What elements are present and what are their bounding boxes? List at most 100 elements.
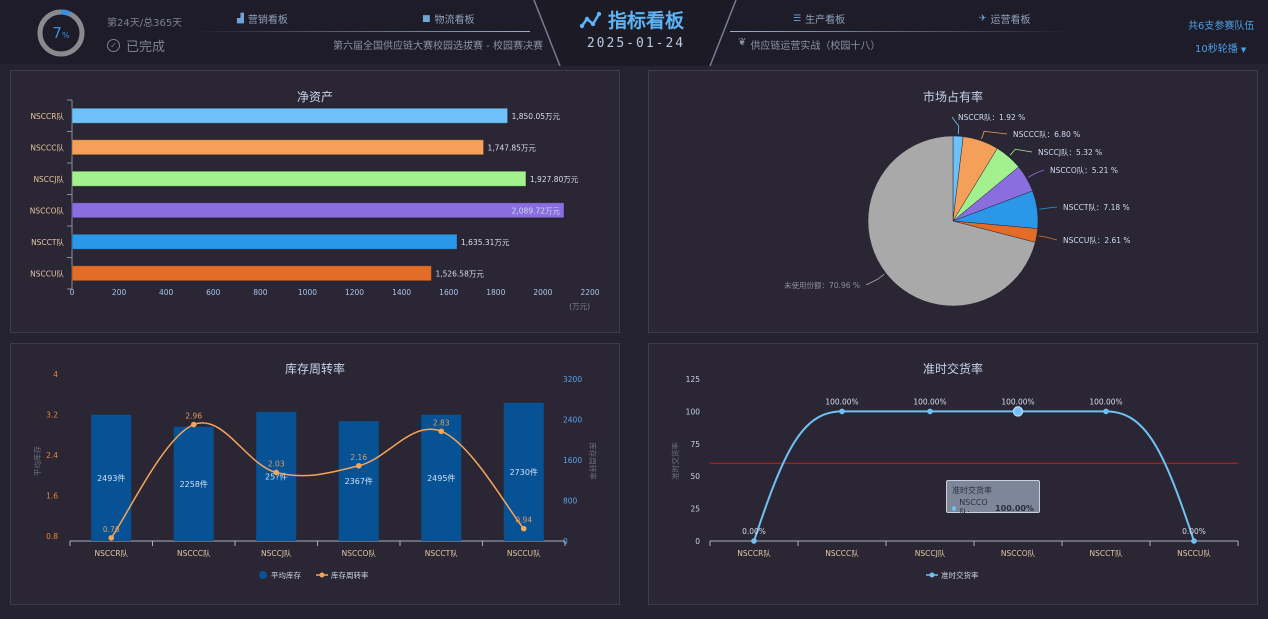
x-tick-label: NSCCU队: [507, 549, 541, 558]
line-point: [520, 525, 527, 532]
left-tick-label: 2.4: [46, 451, 58, 460]
bar-value-label: 2493件: [97, 473, 125, 483]
left-tick-label: 4: [53, 370, 58, 379]
line-point: [1103, 408, 1109, 415]
team-count: 共6支参赛队伍: [1188, 21, 1255, 32]
pie-label-line: [981, 130, 1008, 139]
legend-label: 准时交货率: [941, 570, 979, 580]
bar-value-label: 1,927.80万元: [530, 175, 579, 184]
pie-slice-label: 未使用份额：70.96 %: [784, 280, 860, 290]
x-tick-label: NSCCR队: [737, 549, 771, 558]
nav-logistics-board[interactable]: ■ 物流看板: [422, 11, 475, 27]
y-tick-label: 50: [690, 472, 700, 481]
x-axis-unit: (万元): [569, 302, 590, 311]
line-point: [190, 421, 197, 428]
x-tick-label: NSCCJ队: [261, 549, 292, 558]
bar: [71, 170, 527, 187]
x-tick-label: 2000: [533, 288, 552, 297]
y-tick-label: NSCCR队: [30, 112, 64, 121]
bar: [91, 414, 132, 541]
left-tick-label: 3.2: [46, 411, 58, 420]
chart-title: 市场占有率: [922, 90, 983, 104]
legend-label: 库存周转率: [331, 570, 369, 580]
chart-title: 净资产: [296, 90, 333, 104]
line-point: [355, 462, 362, 469]
x-tick-label: 1800: [486, 288, 505, 297]
bar: [173, 426, 214, 541]
line-value-label: 0.76: [103, 525, 120, 534]
pie-label-line: [1009, 148, 1033, 156]
x-tick-label: 1400: [392, 288, 411, 297]
line-value-label: 2.16: [350, 453, 367, 462]
left-axis-name: 平均库存: [32, 446, 42, 476]
x-tick-label: 1200: [345, 288, 364, 297]
pie-label-line: [1039, 206, 1058, 210]
pie-slice-label: NSCCT队：7.18 %: [1063, 203, 1130, 212]
line-point: [438, 428, 445, 435]
bar-value-label: 1,850.05万元: [512, 112, 561, 121]
line-value-label: 0.94: [515, 516, 532, 525]
pie-slice-label: NSCCO队：5.21 %: [1050, 166, 1118, 175]
y-tick-label: NSCCJ队: [33, 175, 64, 184]
nav-marketing-board[interactable]: ▟ 营销看板: [237, 11, 288, 27]
tooltip-series: NSCCO队:: [959, 498, 988, 517]
pie-label-line: [951, 116, 960, 135]
line-point: [839, 408, 845, 415]
x-tick-label: NSCCC队: [177, 549, 211, 558]
x-tick-label: NSCCT队: [425, 549, 458, 558]
pie-slice-label: NSCCR队：1.92 %: [958, 113, 1025, 122]
leaf-icon: ❦: [738, 37, 747, 48]
caret-down-icon: ▼: [1240, 46, 1247, 54]
x-tick-label: 600: [206, 288, 221, 297]
plane-icon: ✈: [979, 13, 987, 24]
y-tick-label: NSCCT队: [31, 238, 64, 247]
bar: [71, 265, 432, 282]
bar: [421, 414, 462, 541]
x-tick-label: NSCCT队: [1090, 549, 1123, 558]
dashboard-header: 7% 第24天/总365天 ✓ 已完成 ▟ 营销看板 ■ 物流看板 ☰ 生产看板…: [0, 0, 1268, 66]
bar-value-label: 2495件: [427, 473, 455, 483]
line-value-label: 100.00%: [1089, 397, 1122, 406]
line-value-label: 2.03: [268, 459, 285, 468]
y-tick-label: NSCCO队: [30, 206, 65, 215]
nav-operations-board[interactable]: ✈ 运营看板: [979, 11, 1031, 27]
pie-slice-label: NSCCU队：2.61 %: [1063, 236, 1131, 245]
x-tick-label: 200: [112, 288, 127, 297]
center-ornament: [533, 0, 737, 66]
y-tick-label: NSCCC队: [30, 143, 64, 152]
rotate-interval-dropdown[interactable]: 10秒轮播 ▼: [1195, 40, 1246, 55]
status-text: 已完成: [126, 40, 166, 55]
status-completed: ✓ 已完成: [107, 36, 165, 55]
page-title: 指标看板: [580, 6, 690, 33]
x-tick-label: 1600: [439, 288, 458, 297]
line-value-label: 0.00%: [742, 527, 766, 536]
nav-production-board[interactable]: ☰ 生产看板: [793, 11, 846, 27]
line-value-label: 100.00%: [825, 397, 858, 406]
rotate-label: 10秒轮播: [1195, 44, 1238, 55]
x-tick-label: 400: [159, 288, 174, 297]
chart-title: 准时交货率: [922, 362, 983, 376]
y-tick-label: 75: [690, 440, 700, 449]
line-point: [108, 535, 115, 541]
course-subtitle-text: 供应链运营实战（校园十八）: [750, 41, 881, 52]
bar-value-label: 1,635.31万元: [461, 238, 510, 247]
y-tick-label: 100: [686, 407, 701, 416]
net-assets-chart: NSCCR队 1,850.05万元 NSCCC队 1,747.85万元 NSCCJ队 1,…: [30, 99, 600, 311]
right-axis-name: 库存周转率: [588, 442, 598, 480]
bar: [71, 202, 565, 219]
nav-label: 运营看板: [990, 15, 1031, 26]
line-point: [1012, 406, 1024, 417]
course-subtitle: ❦ 供应链运营实战（校园十八）: [738, 37, 880, 52]
nav-label: 生产看板: [805, 15, 846, 26]
truck-icon: ■: [422, 13, 431, 24]
list-icon: ☰: [793, 13, 802, 24]
pie-label-line: [1028, 169, 1045, 178]
line-value-label: 2.83: [433, 418, 450, 427]
on-time-delivery-chart: 0 25 50 75 100 125 准时交货率 0.00% NSCCR队 100.00% NSCC…: [670, 375, 1239, 580]
x-tick-label: NSCCC队: [825, 549, 859, 558]
panel-on-time-delivery: 准时交货率: [648, 343, 1258, 605]
turnover-line: [110, 422, 525, 539]
bar-value-label: 2,089.72万元: [512, 206, 561, 215]
right-tick-label: 800: [563, 497, 578, 506]
bar-value-label: 1,747.85万元: [488, 143, 537, 152]
